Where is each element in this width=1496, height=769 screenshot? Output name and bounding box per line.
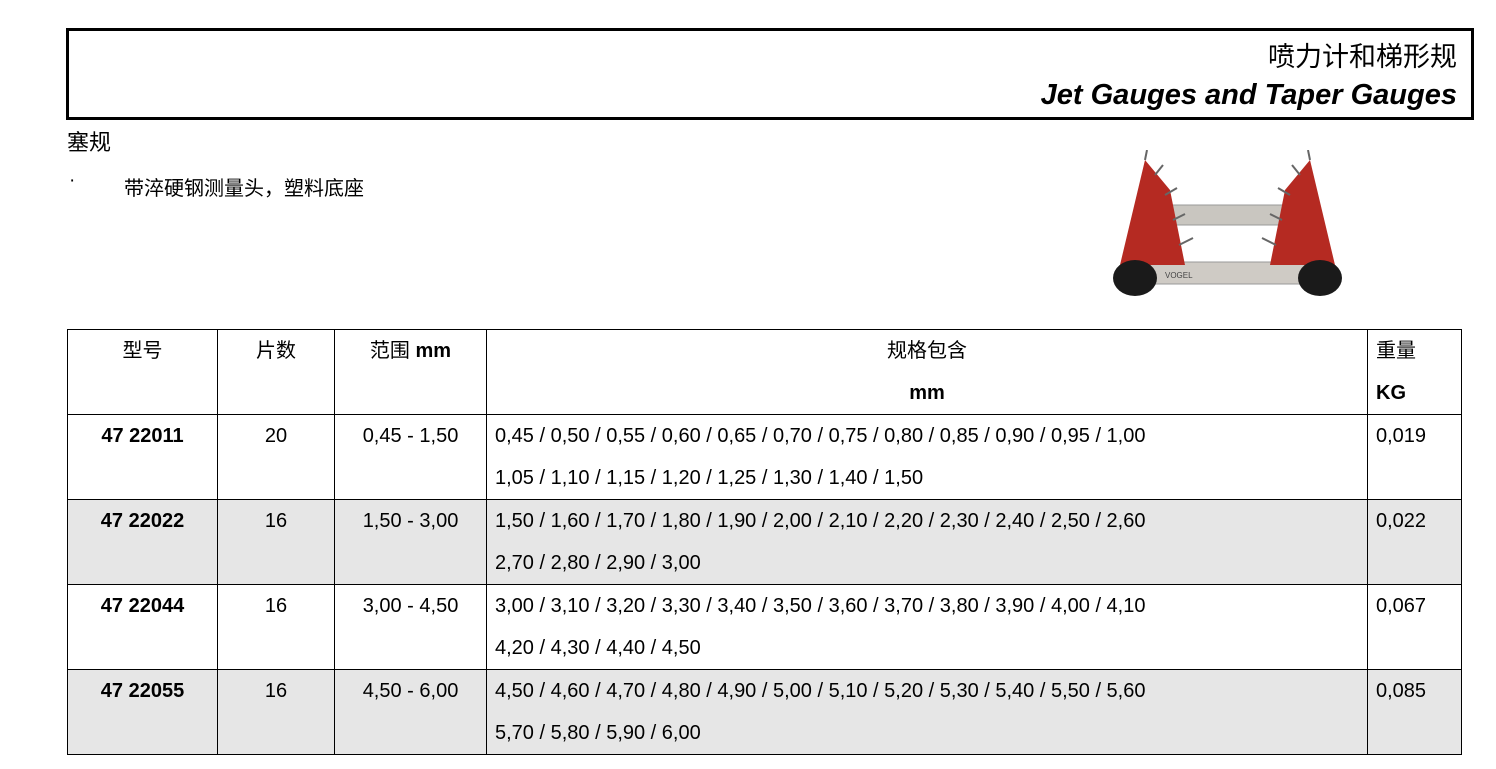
cell-model: 47 22011 <box>67 414 218 500</box>
header-contents-unit: mm <box>909 382 945 404</box>
model-number: 47 22055 <box>100 680 185 702</box>
title-box: 喷力计和梯形规 Jet Gauges and Taper Gauges <box>66 28 1474 120</box>
table-row: 47 22011 20 0,45 - 1,50 0,45 / 0,50 / 0,… <box>67 414 1462 500</box>
section-title: 塞规 <box>67 131 112 156</box>
contents-line: 4,50 / 4,60 / 4,70 / 4,80 / 4,90 / 5,00 … <box>495 680 1146 702</box>
header-pieces: 片数 <box>217 329 335 415</box>
cell-pieces: 16 <box>217 499 335 585</box>
table-row: 47 22044 16 3,00 - 4,50 3,00 / 3,10 / 3,… <box>67 584 1462 670</box>
cell-contents: 1,50 / 1,60 / 1,70 / 1,80 / 1,90 / 2,00 … <box>486 499 1368 585</box>
bullet-marker: · <box>69 170 76 191</box>
contents-line: 4,20 / 4,30 / 4,40 / 4,50 <box>495 637 701 659</box>
table-row: 47 22022 16 1,50 - 3,00 1,50 / 1,60 / 1,… <box>67 499 1462 585</box>
header-range-label: 范围 <box>369 340 410 362</box>
contents-line: 1,50 / 1,60 / 1,70 / 1,80 / 1,90 / 2,00 … <box>495 510 1146 532</box>
contents-line: 2,70 / 2,80 / 2,90 / 3,00 <box>495 552 701 574</box>
cell-model: 47 22044 <box>67 584 218 670</box>
cell-model: 47 22022 <box>67 499 218 585</box>
cell-pieces: 20 <box>217 414 335 500</box>
contents-line: 1,05 / 1,10 / 1,15 / 1,20 / 1,25 / 1,30 … <box>495 467 924 489</box>
header-range: 范围 mm <box>334 329 487 415</box>
cell-weight: 0,067 <box>1367 584 1462 670</box>
cell-range: 0,45 - 1,50 <box>334 414 487 500</box>
header-model: 型号 <box>67 329 218 415</box>
contents-line: 0,45 / 0,50 / 0,55 / 0,60 / 0,65 / 0,70 … <box>495 425 1146 447</box>
gauge-set-photo: VOGEL <box>1113 150 1342 296</box>
cell-range: 3,00 - 4,50 <box>334 584 487 670</box>
bullet-text: 带淬硬钢测量头，塑料底座 <box>124 176 364 200</box>
cell-pieces: 16 <box>217 584 335 670</box>
header-weight-label: 重量 <box>1376 340 1416 362</box>
model-number: 47 22011 <box>101 425 184 447</box>
header-range-unit: mm <box>415 340 452 362</box>
cell-weight: 0,022 <box>1367 499 1462 585</box>
cell-range: 4,50 - 6,00 <box>334 669 487 755</box>
model-number: 47 22044 <box>100 595 185 617</box>
title-english: Jet Gauges and Taper Gauges <box>1040 79 1457 111</box>
header-weight: 重量 KG <box>1367 329 1462 415</box>
table-header-row: 型号 片数 范围 mm 规格包含 mm 重量 KG <box>67 329 1462 415</box>
brand-logo: VOGEL <box>1165 271 1193 280</box>
model-number: 47 22022 <box>100 510 185 532</box>
cell-contents: 0,45 / 0,50 / 0,55 / 0,60 / 0,65 / 0,70 … <box>486 414 1368 500</box>
contents-line: 5,70 / 5,80 / 5,90 / 6,00 <box>495 722 701 744</box>
header-weight-unit: KG <box>1376 382 1406 404</box>
cell-model: 47 22055 <box>67 669 218 755</box>
cell-weight: 0,019 <box>1367 414 1462 500</box>
header-contents-label: 规格包含 <box>887 340 967 362</box>
contents-line: 3,00 / 3,10 / 3,20 / 3,30 / 3,40 / 3,50 … <box>495 595 1146 617</box>
title-chinese: 喷力计和梯形规 <box>1268 42 1457 73</box>
header-contents: 规格包含 mm <box>486 329 1368 415</box>
cell-weight: 0,085 <box>1367 669 1462 755</box>
table-row: 47 22055 16 4,50 - 6,00 4,50 / 4,60 / 4,… <box>67 669 1462 755</box>
product-table: 型号 片数 范围 mm 规格包含 mm 重量 KG 47 22011 20 0,45… <box>67 329 1462 755</box>
cell-pieces: 16 <box>217 669 335 755</box>
cell-contents: 3,00 / 3,10 / 3,20 / 3,30 / 3,40 / 3,50 … <box>486 584 1368 670</box>
cell-contents: 4,50 / 4,60 / 4,70 / 4,80 / 4,90 / 5,00 … <box>486 669 1368 755</box>
cell-range: 1,50 - 3,00 <box>334 499 487 585</box>
